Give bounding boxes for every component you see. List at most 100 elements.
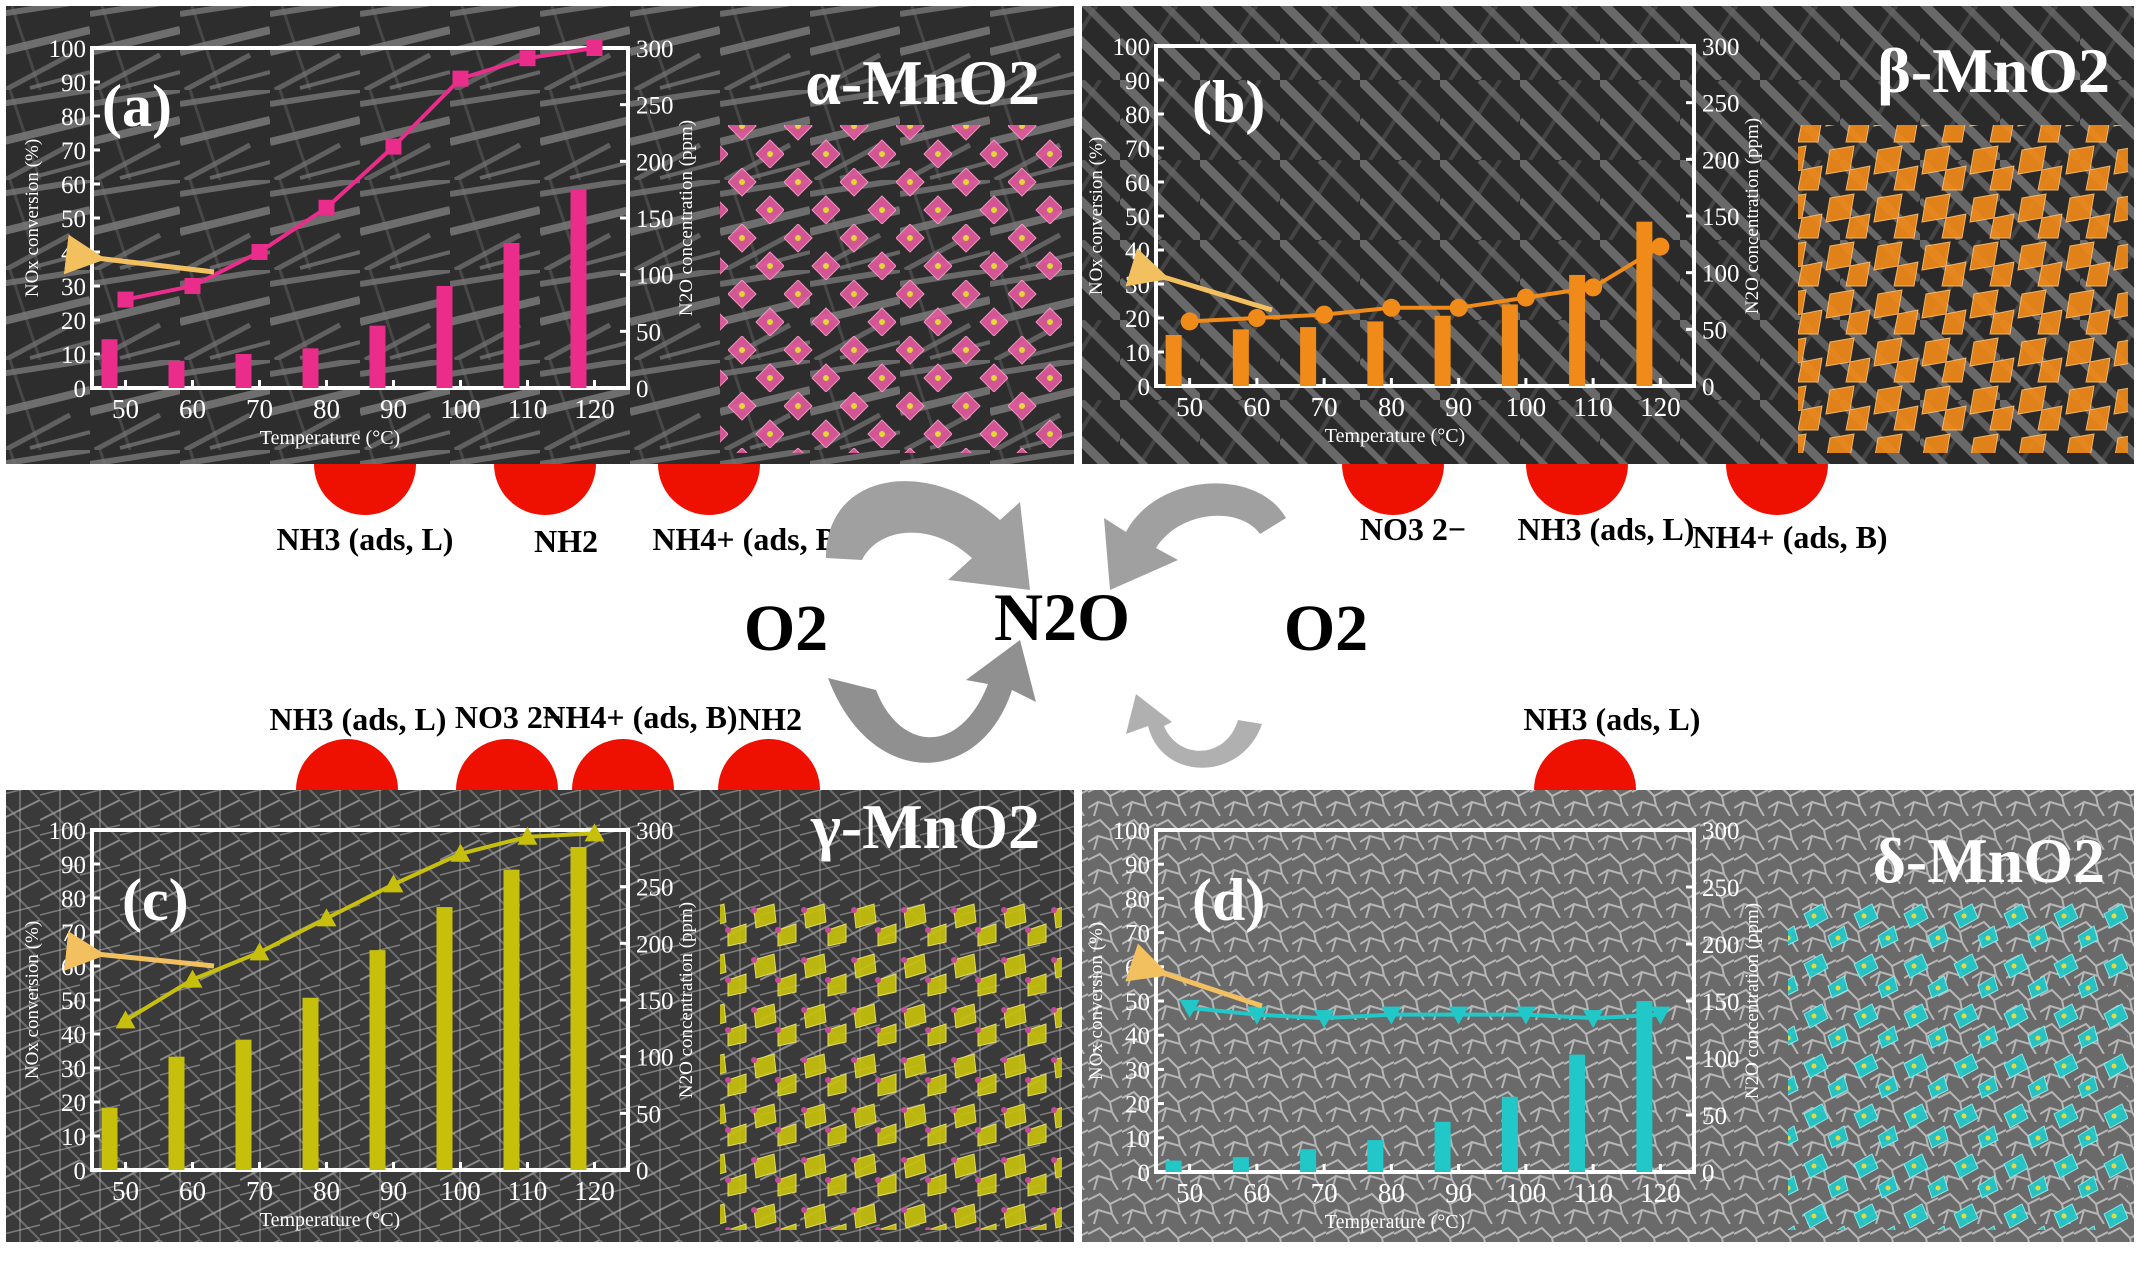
- x-tick-label: 110: [1573, 1178, 1613, 1208]
- n2o-bar: [168, 1056, 185, 1170]
- n2o-bar: [1434, 315, 1451, 386]
- n2o-bar: [168, 360, 185, 388]
- n2o-bar: [235, 1039, 252, 1170]
- y-left-tick-label: 0: [1138, 374, 1151, 401]
- y-right-tick-label: 150: [636, 206, 674, 233]
- nox-point: [1449, 298, 1468, 317]
- nox-point: [452, 70, 469, 87]
- x-axis-title: Temperature (°C): [1325, 1211, 1465, 1233]
- species-label: NH4+ (ads, B): [652, 521, 847, 557]
- y-right-tick-label: 50: [636, 1101, 661, 1128]
- nox-point: [1381, 1006, 1402, 1025]
- y-left-tick-label: 100: [49, 818, 87, 845]
- panel-d-material-title: δ-MnO2: [1873, 825, 2105, 896]
- nox-point: [450, 843, 471, 862]
- n2o-bar: [101, 339, 118, 388]
- x-tick-label: 60: [1243, 1178, 1270, 1208]
- x-tick-label: 50: [1176, 1178, 1203, 1208]
- oxygen-left-label: O2: [744, 592, 828, 665]
- n2o-bar: [1434, 1121, 1451, 1172]
- y-right-axis-title: N2O concentration (ppm): [1742, 118, 1763, 314]
- y-left-tick-label: 50: [1125, 989, 1150, 1016]
- panel-a-material-title: α-MnO2: [805, 47, 1040, 118]
- y-left-axis-title: NOx conversion (%): [1086, 922, 1107, 1080]
- nox-point: [1179, 999, 1200, 1018]
- x-tick-label: 70: [1311, 392, 1338, 422]
- x-tick-label: 50: [112, 1176, 139, 1206]
- x-axis-title: Temperature (°C): [1325, 425, 1465, 447]
- nox-point: [586, 40, 603, 56]
- x-tick-label: 60: [179, 1176, 206, 1206]
- y-right-axis-title: N2O concentration (ppm): [676, 120, 697, 316]
- y-left-tick-label: 50: [61, 206, 86, 233]
- y-right-tick-label: 250: [1702, 91, 1740, 118]
- x-tick-label: 110: [508, 1176, 548, 1206]
- panel-a-lattice: [720, 125, 1062, 453]
- nox-point: [1650, 1006, 1671, 1025]
- y-right-tick-label: 300: [1702, 34, 1740, 61]
- x-tick-label: 90: [1445, 392, 1472, 422]
- y-left-tick-label: 100: [49, 36, 87, 63]
- x-tick-label: 60: [1243, 392, 1270, 422]
- y-right-tick-label: 150: [636, 988, 674, 1015]
- nox-point: [182, 969, 203, 988]
- n2o-bar: [369, 950, 386, 1170]
- n2o-bar: [570, 847, 587, 1170]
- nox-point: [1180, 312, 1199, 331]
- y-left-axis-title: NOx conversion (%): [22, 139, 43, 297]
- nox-conversion-line: [1189, 244, 1662, 324]
- x-tick-label: 100: [1506, 392, 1547, 422]
- x-tick-label: 70: [1311, 1178, 1338, 1208]
- cycle-arrow-bottom-left: [828, 640, 1036, 763]
- nox-point: [318, 199, 335, 216]
- nox-point: [251, 244, 268, 260]
- y-right-tick-label: 50: [1702, 317, 1727, 344]
- n2o-bar: [1569, 1054, 1586, 1172]
- n2o-bar: [1300, 1149, 1317, 1172]
- bead: [572, 739, 674, 790]
- x-tick-label: 100: [440, 394, 481, 424]
- y-right-tick-label: 300: [636, 818, 674, 845]
- y-left-tick-label: 60: [61, 954, 86, 981]
- x-tick-label: 70: [246, 394, 273, 424]
- y-right-tick-label: 200: [636, 931, 674, 958]
- panel-label: (d): [1192, 867, 1265, 933]
- x-tick-label: 120: [574, 1176, 615, 1206]
- y-left-tick-label: 80: [1125, 886, 1150, 913]
- n2o-bar: [1569, 274, 1586, 386]
- y-left-tick-label: 20: [61, 1090, 86, 1117]
- nox-point: [519, 50, 536, 67]
- y-left-tick-label: 90: [1125, 852, 1150, 879]
- y-left-tick-label: 70: [61, 920, 86, 947]
- n2o-bar: [1367, 321, 1384, 386]
- y-left-tick-label: 0: [74, 376, 87, 403]
- x-axis-title: Temperature (°C): [260, 427, 400, 449]
- y-left-tick-label: 20: [1125, 1092, 1150, 1119]
- y-right-tick-label: 250: [636, 93, 674, 120]
- x-tick-label: 120: [1640, 392, 1681, 422]
- y-left-tick-label: 70: [1125, 136, 1150, 163]
- n2o-bar: [1367, 1140, 1384, 1172]
- chart-panel-b: 0 10 20 30 40 50 60 70 80 90 100 0 50 100 150 200 250 300…: [1086, 34, 1763, 447]
- species-label: NO3 2−: [1360, 511, 1466, 547]
- y-left-tick-label: 0: [1138, 1160, 1151, 1187]
- center-product-label: N2O: [994, 579, 1130, 655]
- x-tick-label: 100: [440, 1176, 481, 1206]
- y-left-tick-label: 70: [1125, 921, 1150, 948]
- y-right-tick-label: 50: [636, 319, 661, 346]
- panel-c-material-title: γ-MnO2: [810, 791, 1040, 862]
- n2o-bar: [1501, 304, 1518, 386]
- y-right-tick-label: 200: [1702, 932, 1740, 959]
- n2o-bar: [1232, 1157, 1249, 1172]
- y-left-tick-label: 90: [61, 852, 86, 879]
- y-left-tick-label: 70: [61, 138, 86, 165]
- nox-point: [1515, 1006, 1536, 1025]
- cycle-arrow-bottom-right: [1126, 694, 1262, 768]
- y-left-tick-label: 100: [1113, 818, 1151, 845]
- y-left-tick-label: 10: [61, 342, 86, 369]
- y-right-tick-label: 100: [636, 263, 674, 290]
- y-left-tick-label: 10: [61, 1124, 86, 1151]
- n2o-bar: [369, 325, 386, 388]
- y-left-tick-label: 20: [1125, 306, 1150, 333]
- y-right-tick-label: 50: [1702, 1103, 1727, 1130]
